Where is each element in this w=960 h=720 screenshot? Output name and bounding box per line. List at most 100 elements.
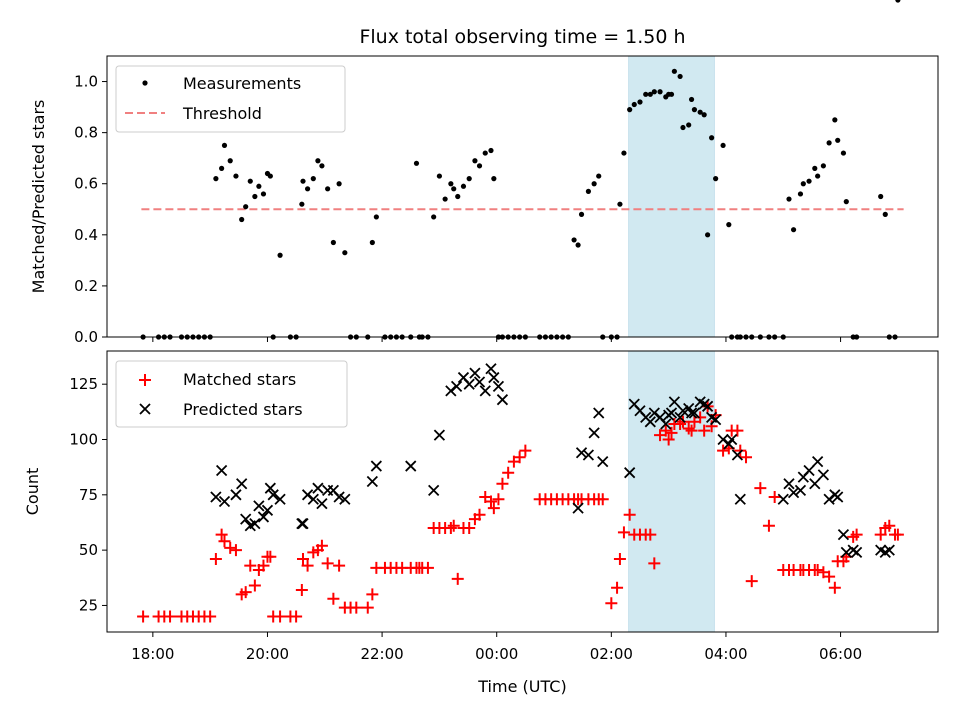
bottom-x-tick-label: 00:00 bbox=[475, 645, 518, 663]
measurement-point bbox=[651, 89, 657, 95]
measurement-point bbox=[591, 181, 597, 187]
measurement-point bbox=[482, 150, 488, 156]
predicted-star-point bbox=[588, 427, 600, 439]
predicted-star-point bbox=[668, 396, 681, 408]
measurement-point bbox=[455, 193, 461, 200]
bottom-x-tick-label: 22:00 bbox=[360, 645, 403, 663]
matched-star-point bbox=[883, 519, 896, 532]
matched-star-points bbox=[137, 400, 904, 623]
measurement-point bbox=[882, 211, 888, 217]
matched-star-point bbox=[762, 519, 775, 532]
predicted-star-point bbox=[688, 407, 701, 419]
predicted-star-point bbox=[261, 504, 274, 516]
measurement-point bbox=[631, 101, 637, 108]
top-y-tick-label: 1.0 bbox=[74, 73, 98, 91]
predicted-star-point bbox=[405, 460, 417, 472]
measurement-point bbox=[277, 252, 283, 258]
predicted-star-point bbox=[665, 407, 678, 419]
bottom-y-tick-label: 75 bbox=[79, 486, 98, 504]
matched-star-point bbox=[321, 557, 334, 570]
predicted-star-point bbox=[210, 491, 222, 503]
measurement-point bbox=[647, 91, 653, 97]
measurement-point bbox=[247, 178, 253, 184]
measurement-point bbox=[812, 165, 818, 171]
predicted-star-point bbox=[817, 469, 830, 481]
top-axes-frame bbox=[106, 55, 939, 338]
bottom-panel: 25 50 75 100 125 18:00 20:00 22:00 00:00 02:00 04… bbox=[23, 350, 939, 696]
bottom-x-tick-label: 04:00 bbox=[704, 645, 747, 663]
measurement-point bbox=[843, 199, 849, 205]
measurement-point bbox=[815, 173, 821, 179]
measurement-point bbox=[466, 176, 472, 182]
matched-star-point bbox=[823, 570, 836, 583]
measurement-point bbox=[705, 232, 711, 238]
predicted-star-point bbox=[701, 400, 714, 412]
top-y-tick-label: 0.4 bbox=[74, 226, 98, 244]
measurement-point bbox=[668, 91, 675, 97]
predicted-star-point bbox=[366, 475, 378, 488]
matched-star-point bbox=[350, 601, 363, 614]
matched-star-point bbox=[224, 541, 237, 554]
predicted-star-point bbox=[297, 517, 309, 530]
predicted-star-point bbox=[685, 407, 698, 419]
measurement-point bbox=[299, 201, 305, 207]
predicted-star-points bbox=[210, 363, 895, 558]
measurement-point bbox=[310, 176, 316, 182]
predicted-star-point bbox=[496, 394, 509, 406]
measurement-point bbox=[826, 140, 832, 146]
measurement-point bbox=[300, 178, 306, 184]
matched-star-point bbox=[421, 561, 434, 574]
measurement-point bbox=[806, 178, 812, 184]
predicted-star-point bbox=[257, 511, 270, 523]
predicted-star-point bbox=[624, 467, 636, 479]
measurement-point bbox=[627, 107, 633, 113]
measurement-point bbox=[436, 173, 442, 179]
measurement-point bbox=[571, 237, 577, 243]
measurement-point bbox=[643, 91, 649, 97]
top-y-ticks: 0.0 0.2 0.4 0.6 0.8 1.0 bbox=[74, 73, 107, 346]
predicted-star-point bbox=[717, 433, 729, 446]
matched-star-point bbox=[513, 451, 526, 464]
matched-star-point bbox=[333, 559, 346, 572]
predicted-star-point bbox=[230, 489, 242, 501]
measurement-point bbox=[319, 163, 325, 169]
chart-title: Flux total observing time = 1.50 h bbox=[359, 26, 685, 48]
predicted-star-point bbox=[883, 544, 895, 556]
predicted-star-point bbox=[264, 482, 276, 494]
legend-measurements-label: Measurements bbox=[183, 74, 301, 93]
matched-star-point bbox=[215, 528, 228, 541]
matched-star-point bbox=[874, 528, 887, 541]
measurement-point bbox=[221, 142, 228, 149]
predicted-star-point bbox=[575, 447, 588, 459]
predicted-star-point bbox=[370, 460, 382, 472]
matched-star-point bbox=[315, 539, 328, 552]
matched-star-point bbox=[665, 426, 678, 439]
measurement-points bbox=[140, 0, 901, 340]
bottom-axes-frame bbox=[106, 350, 939, 633]
matched-star-point bbox=[617, 526, 630, 539]
matched-star-point bbox=[248, 579, 261, 592]
matched-star-point bbox=[327, 592, 340, 605]
predicted-star-point bbox=[236, 478, 248, 490]
predicted-star-point bbox=[823, 493, 835, 505]
bottom-y-tick-label: 25 bbox=[79, 596, 98, 614]
measurement-point bbox=[820, 163, 826, 169]
bottom-y-tick-label: 50 bbox=[79, 541, 98, 559]
matched-star-point bbox=[740, 451, 753, 464]
predicted-star-point bbox=[809, 478, 821, 490]
predicted-star-point bbox=[473, 376, 486, 388]
matched-star-point bbox=[623, 508, 636, 521]
measurement-point bbox=[413, 160, 420, 166]
measurement-point bbox=[709, 135, 715, 141]
measurement-point bbox=[491, 176, 497, 182]
predicted-star-point bbox=[301, 489, 314, 501]
bottom-shaded-span bbox=[628, 350, 715, 633]
predicted-star-point bbox=[812, 455, 824, 468]
measurement-point bbox=[472, 158, 478, 164]
measurement-point bbox=[488, 147, 494, 154]
measurement-point bbox=[697, 109, 703, 115]
measurement-point bbox=[369, 239, 375, 246]
matched-star-point bbox=[496, 477, 509, 490]
measurement-point bbox=[621, 150, 627, 156]
